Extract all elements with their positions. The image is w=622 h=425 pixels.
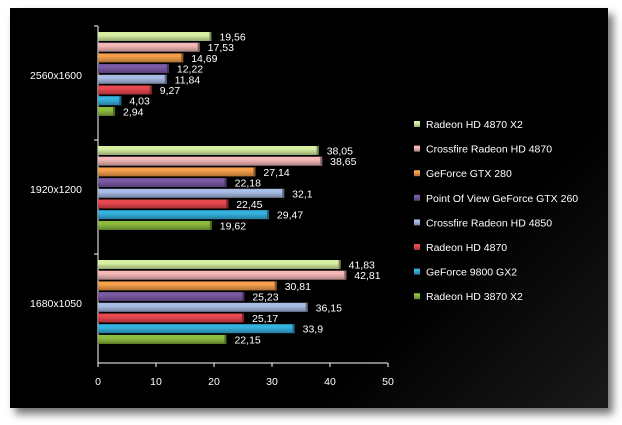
bar xyxy=(98,178,227,188)
bar xyxy=(98,74,167,84)
bar xyxy=(98,210,269,220)
bar-cap xyxy=(253,167,256,177)
legend-entry: Radeon HD 4870 X2 xyxy=(426,119,523,131)
bar-cap xyxy=(209,32,212,41)
legend-swatch xyxy=(414,219,420,226)
bar-cap xyxy=(274,281,277,291)
data-label: 41,83 xyxy=(349,260,375,272)
x-tick-label: 10 xyxy=(150,376,162,388)
x-tick-label: 0 xyxy=(95,376,101,388)
chart-frame: 0 10 20 30 40 50 2560x1600 19,56 17,53 14,69 12,22… xyxy=(10,8,608,408)
data-label: 32,1 xyxy=(292,188,313,200)
bar-cap xyxy=(338,260,341,269)
bar-cap xyxy=(282,188,285,198)
data-label: 36,15 xyxy=(316,302,342,314)
bar-cap xyxy=(166,64,169,74)
bar-cap xyxy=(292,324,295,334)
bar xyxy=(98,260,341,269)
category-label: 1680x1050 xyxy=(30,298,82,310)
bar-cap xyxy=(113,106,116,116)
data-label: 22,15 xyxy=(234,334,260,346)
legend-swatch xyxy=(414,121,420,127)
bar-cap xyxy=(266,210,269,220)
bar-cap xyxy=(241,313,244,323)
legend-swatch xyxy=(414,194,420,201)
bar-cap xyxy=(242,292,245,302)
data-label: 25,23 xyxy=(252,292,278,304)
data-label: 14,69 xyxy=(191,53,217,65)
bar xyxy=(98,85,152,95)
data-label: 42,81 xyxy=(354,270,380,282)
data-label: 38,05 xyxy=(327,146,353,158)
bar xyxy=(98,281,277,291)
bar xyxy=(98,96,122,106)
bar xyxy=(98,53,184,63)
bar-chart: 0 10 20 30 40 50 2560x1600 19,5617,5314,6912,22… xyxy=(30,25,578,388)
bar-cap xyxy=(209,220,212,230)
legend-swatch xyxy=(414,268,420,275)
bar xyxy=(98,302,308,312)
data-label: 33,9 xyxy=(303,324,324,336)
bar xyxy=(98,42,200,52)
bar-cap xyxy=(316,146,319,155)
data-label: 19,56 xyxy=(219,32,245,44)
bar-cap xyxy=(224,178,227,188)
legend-entry: GeForce GTX 280 xyxy=(426,168,512,180)
category-label: 2560x1600 xyxy=(30,70,82,82)
bar xyxy=(98,199,229,209)
x-tick-label: 20 xyxy=(208,376,220,388)
bar xyxy=(98,106,116,116)
bar xyxy=(98,64,169,74)
bar-cap xyxy=(320,156,323,166)
data-label: 19,62 xyxy=(220,220,246,232)
legend-entry: Radeon HD 4870 xyxy=(426,242,507,254)
data-label: 2,94 xyxy=(123,106,144,118)
bar-cap xyxy=(197,42,200,52)
bar xyxy=(98,146,319,155)
data-label: 25,17 xyxy=(252,313,278,325)
data-label: 9,27 xyxy=(160,85,181,97)
data-label: 22,45 xyxy=(236,199,262,211)
bar xyxy=(98,324,295,334)
legend-entry: Crossfire Radeon HD 4870 xyxy=(426,144,552,156)
legend-swatch xyxy=(414,145,420,152)
bar xyxy=(98,313,244,323)
bar-cap xyxy=(224,334,227,344)
bar xyxy=(98,156,323,166)
bar-cap xyxy=(149,85,152,95)
bar-cap xyxy=(305,302,308,312)
data-label: 12,22 xyxy=(177,64,203,76)
data-label: 11,84 xyxy=(175,74,201,86)
bar xyxy=(98,220,212,230)
bar-cap xyxy=(344,270,347,280)
data-label: 27,14 xyxy=(263,167,289,179)
bar xyxy=(98,292,245,302)
data-label: 38,65 xyxy=(330,156,356,168)
x-tick-label: 50 xyxy=(382,376,394,388)
bar-cap xyxy=(164,74,167,84)
legend-swatch xyxy=(414,293,420,300)
bar xyxy=(98,167,256,177)
bar-cap xyxy=(119,96,122,106)
bar-cap xyxy=(226,199,229,209)
data-label: 4,03 xyxy=(129,96,150,108)
bar-cap xyxy=(181,53,184,63)
legend-swatch xyxy=(414,244,420,250)
legend-entry: Radeon HD 3870 X2 xyxy=(426,291,523,303)
legend-entry: GeForce 9800 GX2 xyxy=(426,267,517,279)
data-label: 30,81 xyxy=(285,281,311,293)
category-label: 1920x1200 xyxy=(30,184,82,196)
bar xyxy=(98,334,227,344)
bar xyxy=(98,188,285,198)
legend-entry: Point Of View GeForce GTX 260 xyxy=(426,193,578,205)
bar xyxy=(98,270,347,280)
data-label: 17,53 xyxy=(208,42,234,54)
bar xyxy=(98,32,212,41)
data-label: 29,47 xyxy=(277,210,303,222)
x-tick-label: 40 xyxy=(324,376,336,388)
legend-entry: Crossfire Radeon HD 4850 xyxy=(426,217,552,229)
x-tick-label: 30 xyxy=(266,376,278,388)
legend-swatch xyxy=(414,170,420,177)
data-label: 22,18 xyxy=(235,178,261,190)
